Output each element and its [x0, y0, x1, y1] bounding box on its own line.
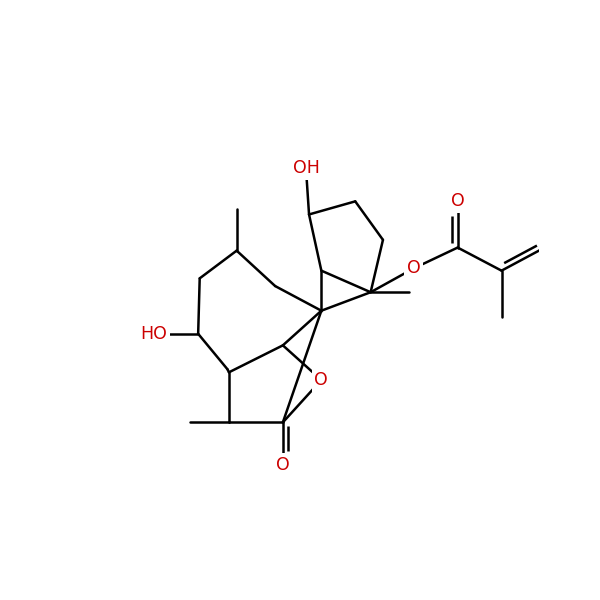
Text: O: O: [451, 193, 464, 211]
Text: O: O: [407, 259, 421, 277]
Text: OH: OH: [293, 159, 319, 177]
Text: O: O: [314, 371, 328, 389]
Text: HO: HO: [140, 325, 167, 343]
Text: O: O: [276, 456, 290, 474]
